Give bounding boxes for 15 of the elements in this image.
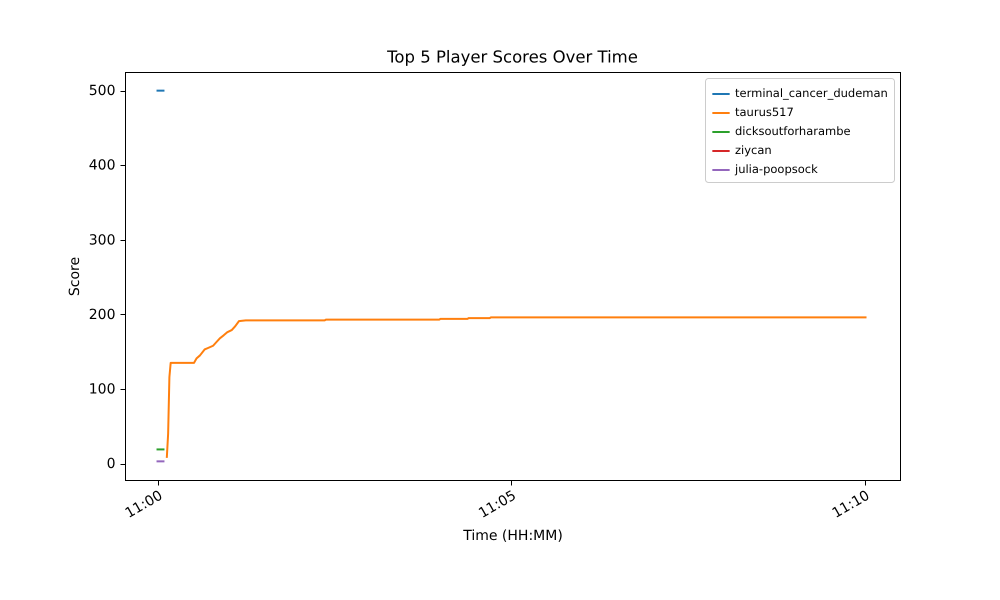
legend-label: julia-poopsock <box>734 162 818 176</box>
legend-label: ziycan <box>735 143 772 157</box>
legend-label: taurus517 <box>735 105 794 119</box>
y-axis-title: Score <box>66 256 83 296</box>
legend-label: terminal_cancer_dudeman <box>735 86 888 100</box>
legend-label: dicksoutforharambe <box>735 124 851 138</box>
y-tick-label: 300 <box>88 232 116 248</box>
y-tick-label: 0 <box>106 456 116 472</box>
chart-title: Top 5 Player Scores Over Time <box>386 48 638 66</box>
y-tick-label: 100 <box>88 382 116 398</box>
y-tick-label: 200 <box>88 306 116 323</box>
y-tick-label: 400 <box>88 158 116 174</box>
line-series <box>166 316 867 458</box>
x-axis-title: Time (HH:MM) <box>462 528 563 544</box>
y-tick-label: 500 <box>88 83 116 100</box>
